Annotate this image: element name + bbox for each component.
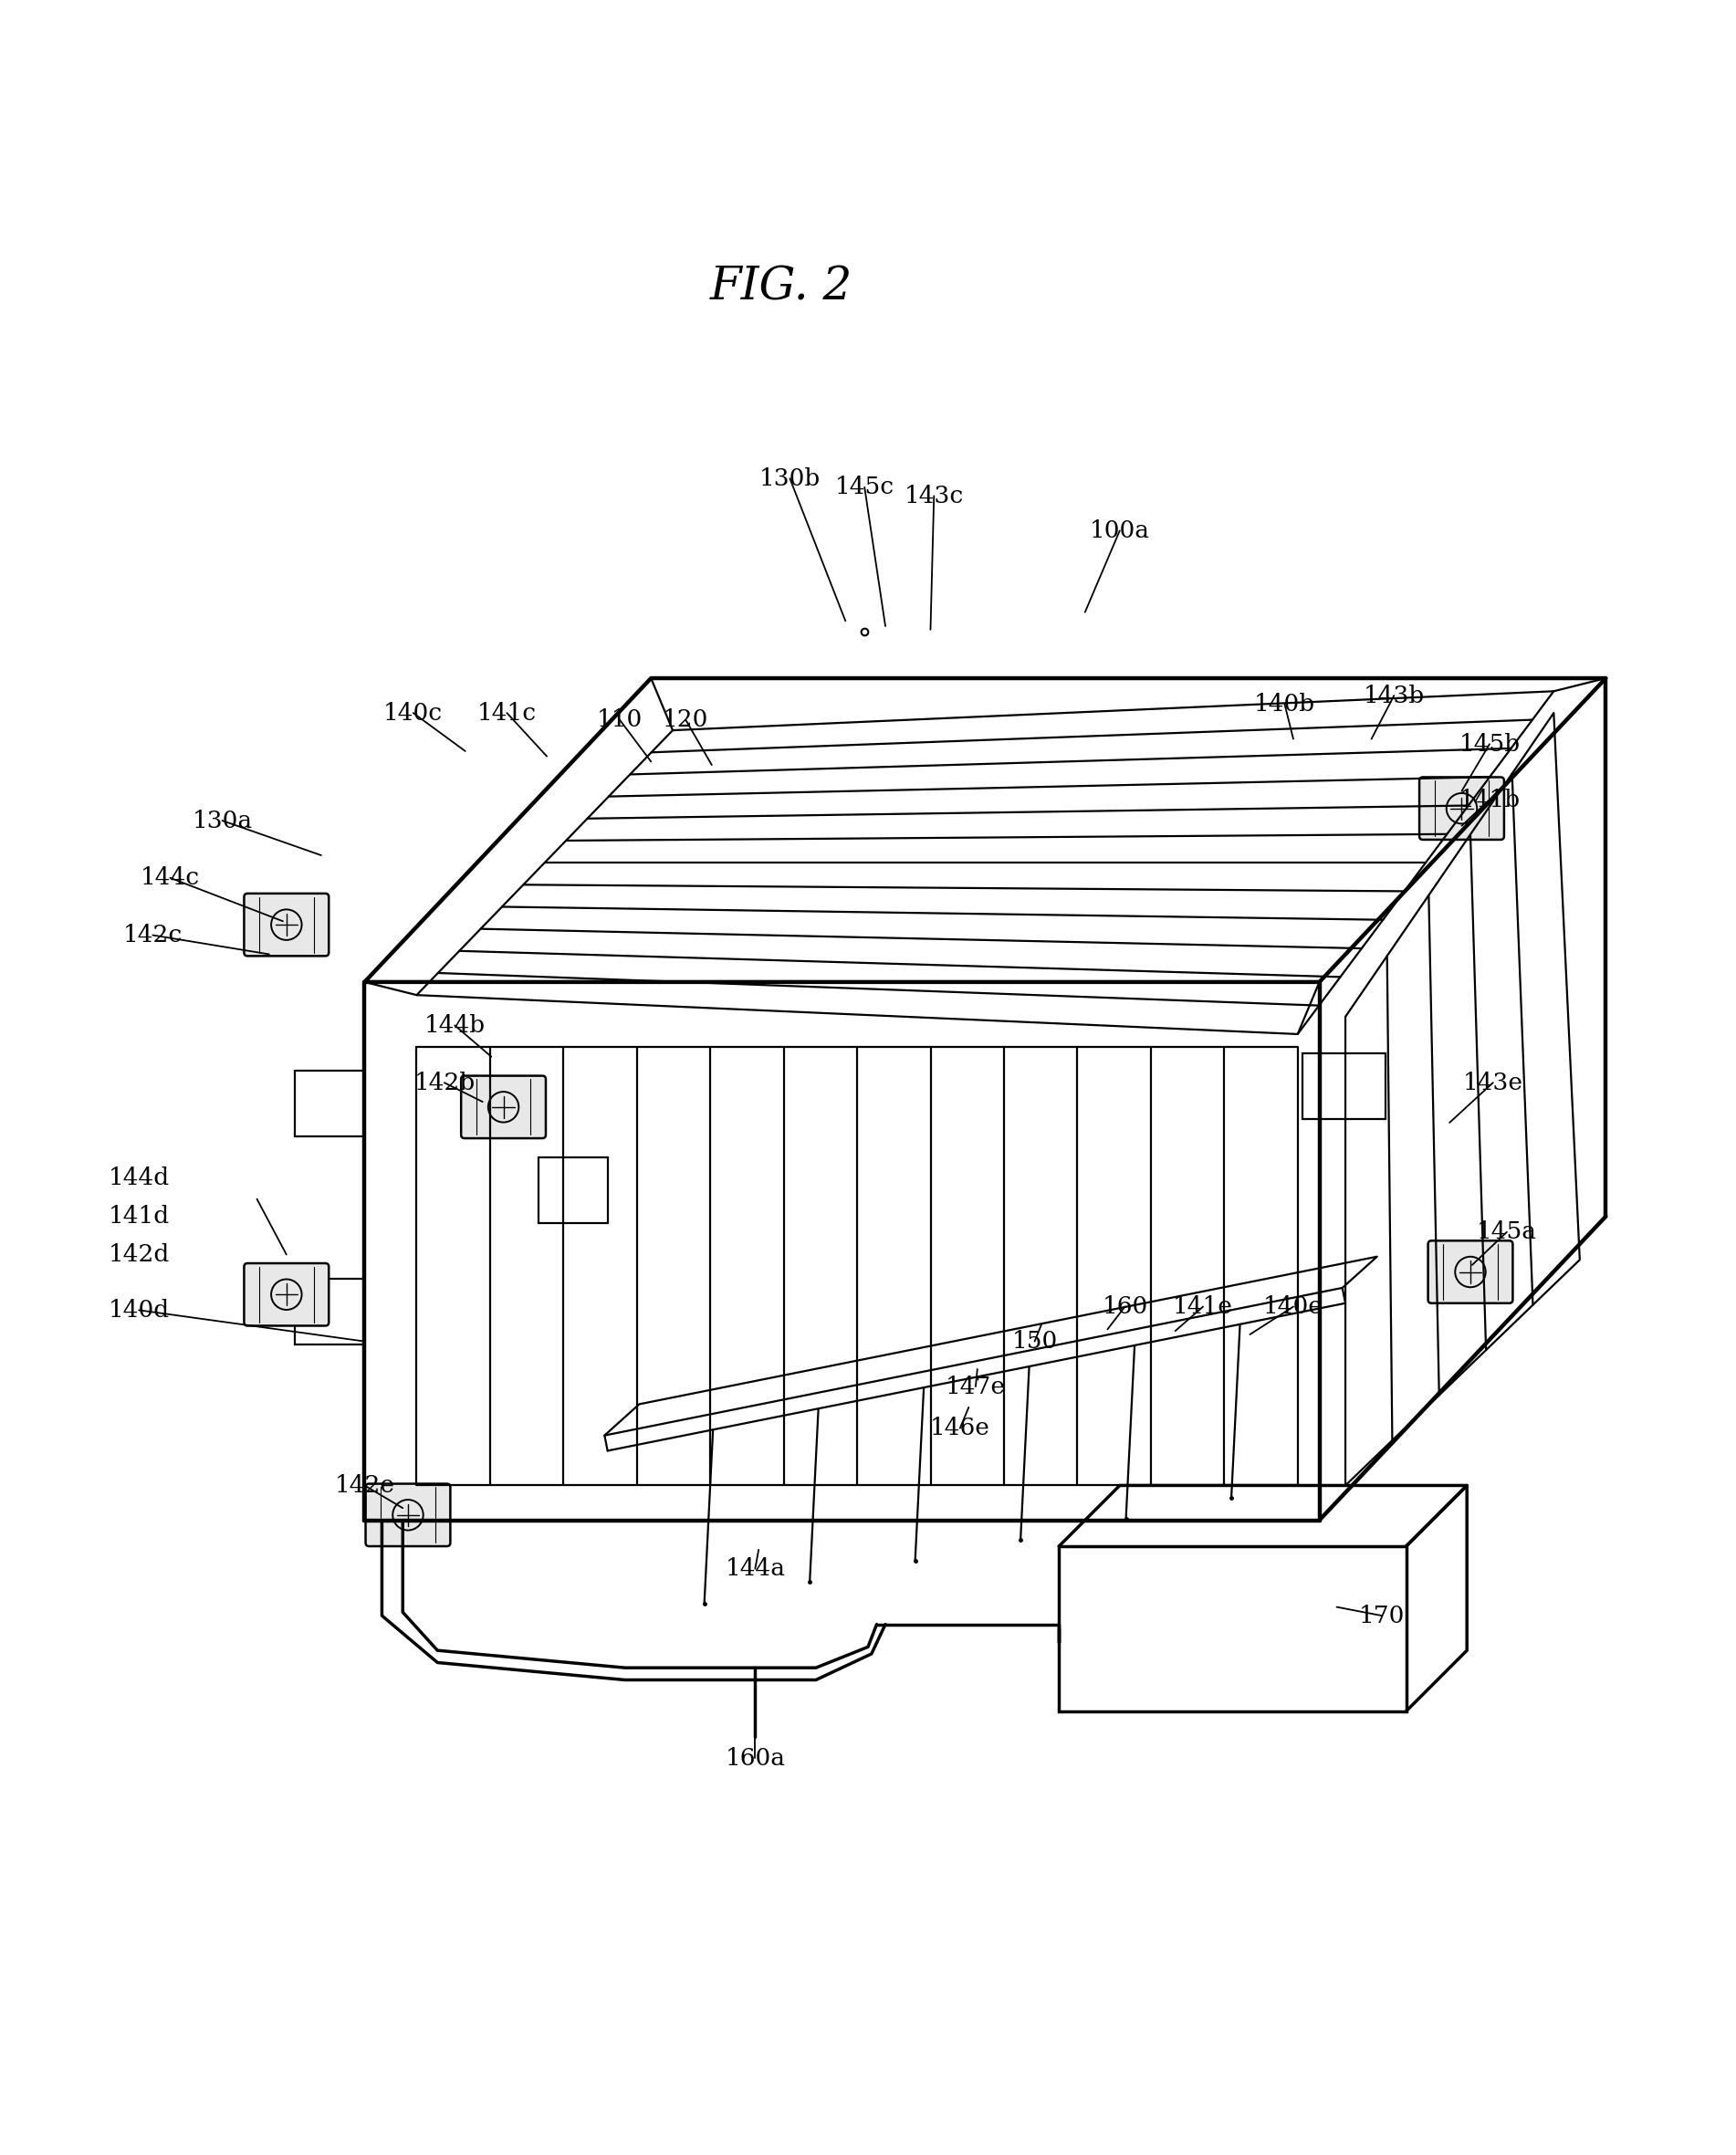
Text: 160: 160	[1102, 1295, 1147, 1319]
Text: 130a: 130a	[193, 808, 252, 832]
Bar	[295, 1278, 365, 1345]
Text: 142b: 142b	[413, 1071, 476, 1095]
Text: 144b: 144b	[424, 1015, 486, 1037]
Text: 100a: 100a	[1090, 519, 1149, 543]
Text: FIG. 2: FIG. 2	[710, 265, 852, 310]
Text: 142d: 142d	[108, 1243, 170, 1265]
FancyBboxPatch shape	[462, 1075, 545, 1138]
Text: 141c: 141c	[477, 703, 536, 724]
FancyBboxPatch shape	[245, 894, 328, 957]
Text: 143b: 143b	[1363, 683, 1425, 707]
Text: 145b: 145b	[1458, 733, 1521, 756]
Text: 144a: 144a	[726, 1558, 785, 1580]
FancyBboxPatch shape	[366, 1485, 450, 1547]
Text: 142e: 142e	[335, 1474, 394, 1498]
FancyBboxPatch shape	[1420, 778, 1503, 840]
FancyBboxPatch shape	[245, 1263, 328, 1325]
Text: 147e: 147e	[946, 1375, 1005, 1399]
Text: 141e: 141e	[1174, 1295, 1233, 1319]
Text: 130b: 130b	[759, 468, 821, 489]
Text: 146e: 146e	[930, 1416, 990, 1440]
Text: 144c: 144c	[141, 866, 200, 890]
Text: 110: 110	[597, 709, 642, 731]
Text: 145a: 145a	[1477, 1220, 1536, 1243]
Text: 150: 150	[1012, 1330, 1057, 1353]
Text: 140c: 140c	[384, 703, 443, 724]
Bar	[1059, 1547, 1406, 1711]
Text: 140b: 140b	[1253, 694, 1316, 715]
Text: 145c: 145c	[835, 476, 894, 498]
Text: 144d: 144d	[108, 1166, 170, 1190]
Text: 142c: 142c	[123, 924, 182, 946]
FancyBboxPatch shape	[1429, 1241, 1512, 1304]
Text: 120: 120	[663, 709, 708, 731]
Text: 141b: 141b	[1458, 789, 1521, 810]
Text: 143c: 143c	[904, 485, 963, 506]
Bar	[1302, 1054, 1385, 1118]
Bar	[295, 1071, 365, 1136]
Text: 160a: 160a	[726, 1746, 785, 1769]
Text: 143e: 143e	[1463, 1071, 1522, 1095]
Text: 141d: 141d	[108, 1205, 170, 1228]
Text: 140d: 140d	[108, 1299, 170, 1321]
Text: 140e: 140e	[1264, 1295, 1323, 1319]
Text: 170: 170	[1359, 1603, 1404, 1627]
Bar	[538, 1157, 608, 1224]
